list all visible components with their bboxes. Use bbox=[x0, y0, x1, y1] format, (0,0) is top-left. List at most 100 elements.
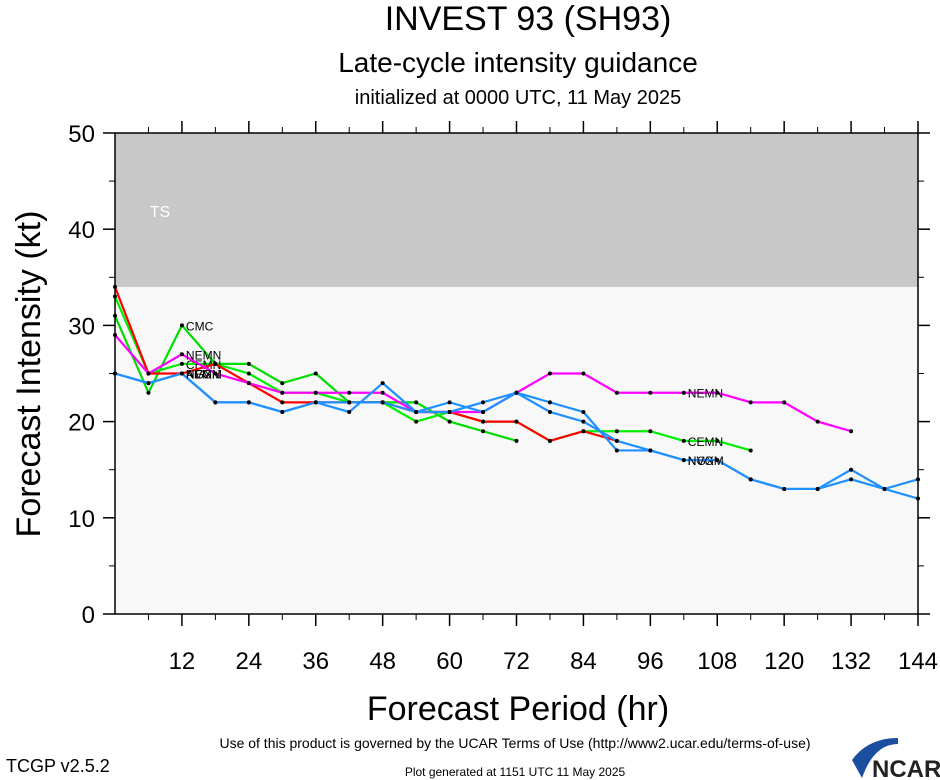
data-point bbox=[514, 390, 519, 395]
data-point bbox=[246, 400, 251, 405]
y-tick-label: 50 bbox=[68, 121, 95, 148]
data-point bbox=[213, 371, 218, 376]
generated-time: Plot generated at 1151 UTC 11 May 2025 bbox=[405, 765, 626, 779]
chart-init-time: initialized at 0000 UTC, 11 May 2025 bbox=[355, 87, 681, 109]
data-point bbox=[782, 400, 787, 405]
data-point bbox=[547, 400, 552, 405]
x-tick-label: 48 bbox=[369, 648, 396, 675]
data-point bbox=[347, 390, 352, 395]
x-tick-label: 72 bbox=[503, 648, 530, 675]
data-point bbox=[815, 419, 820, 424]
x-tick-label: 12 bbox=[169, 648, 196, 675]
data-point bbox=[481, 409, 486, 414]
data-point bbox=[581, 409, 586, 414]
data-point bbox=[648, 390, 653, 395]
data-point bbox=[280, 390, 285, 395]
data-point bbox=[681, 438, 686, 443]
data-point bbox=[514, 419, 519, 424]
y-tick-label: 20 bbox=[68, 410, 95, 437]
data-point bbox=[782, 486, 787, 491]
data-point bbox=[581, 419, 586, 424]
data-point bbox=[246, 371, 251, 376]
data-point bbox=[347, 409, 352, 414]
series-label: NVGM bbox=[186, 368, 222, 382]
data-point bbox=[681, 390, 686, 395]
x-tick-label: 60 bbox=[436, 648, 463, 675]
data-point bbox=[748, 448, 753, 453]
y-tick-label: 0 bbox=[82, 602, 95, 629]
x-tick-label: 24 bbox=[235, 648, 262, 675]
series-label: CMC bbox=[186, 319, 214, 333]
data-point bbox=[347, 400, 352, 405]
data-point bbox=[380, 381, 385, 386]
data-point bbox=[614, 390, 619, 395]
x-tick-label: 120 bbox=[764, 648, 804, 675]
series-line-cemn bbox=[113, 296, 752, 452]
chart-subtitle: Late-cycle intensity guidance bbox=[338, 47, 698, 78]
data-point bbox=[849, 477, 854, 482]
data-point bbox=[313, 400, 318, 405]
data-point bbox=[715, 438, 720, 443]
data-point bbox=[447, 409, 452, 414]
data-point bbox=[815, 486, 820, 491]
data-point bbox=[246, 361, 251, 366]
data-point bbox=[614, 438, 619, 443]
data-point bbox=[179, 371, 184, 376]
x-tick-label: 36 bbox=[302, 648, 329, 675]
data-point bbox=[882, 486, 887, 491]
series-label: NEMN bbox=[186, 348, 221, 362]
data-point bbox=[414, 409, 419, 414]
data-point bbox=[547, 438, 552, 443]
data-point bbox=[179, 323, 184, 328]
series-label: NGX bbox=[186, 368, 212, 382]
data-point bbox=[681, 458, 686, 463]
data-point bbox=[481, 400, 486, 405]
y-tick-label: 30 bbox=[68, 313, 95, 340]
data-point bbox=[213, 400, 218, 405]
data-point bbox=[447, 400, 452, 405]
y-axis-label: Forecast Intensity (kt) bbox=[10, 211, 48, 538]
data-point bbox=[447, 419, 452, 424]
chart-title: INVEST 93 (SH93) bbox=[385, 0, 672, 38]
x-tick-label: 96 bbox=[637, 648, 664, 675]
x-tick-label: 132 bbox=[831, 648, 871, 675]
data-point bbox=[146, 381, 151, 386]
data-point bbox=[414, 400, 419, 405]
data-point bbox=[614, 429, 619, 434]
data-point bbox=[481, 419, 486, 424]
ncar-logo-swoosh-icon bbox=[852, 738, 898, 778]
y-tick-label: 10 bbox=[68, 506, 95, 533]
data-point bbox=[146, 390, 151, 395]
data-point bbox=[280, 400, 285, 405]
data-point bbox=[648, 448, 653, 453]
data-point bbox=[313, 371, 318, 376]
series-label: CEMN bbox=[688, 435, 723, 449]
data-point bbox=[481, 429, 486, 434]
data-point bbox=[280, 409, 285, 414]
series-label: NVGM bbox=[688, 454, 724, 468]
data-point bbox=[414, 419, 419, 424]
ncar-logo: NCAR bbox=[852, 738, 940, 780]
data-point bbox=[179, 352, 184, 357]
x-axis-label: Forecast Period (hr) bbox=[367, 690, 669, 728]
data-point bbox=[715, 458, 720, 463]
data-point bbox=[581, 371, 586, 376]
data-point bbox=[715, 390, 720, 395]
data-point bbox=[648, 429, 653, 434]
data-point bbox=[246, 381, 251, 386]
data-point bbox=[146, 371, 151, 376]
band-ts bbox=[115, 133, 918, 287]
data-point bbox=[179, 361, 184, 366]
data-point bbox=[614, 448, 619, 453]
data-point bbox=[547, 371, 552, 376]
x-tick-label: 84 bbox=[570, 648, 597, 675]
data-point bbox=[748, 400, 753, 405]
terms-of-use-text: Use of this product is governed by the U… bbox=[219, 735, 810, 751]
version-label: TCGP v2.5.2 bbox=[6, 756, 110, 776]
data-point bbox=[313, 390, 318, 395]
data-point bbox=[748, 477, 753, 482]
x-tick-label: 108 bbox=[697, 648, 737, 675]
y-tick-label: 40 bbox=[68, 217, 95, 244]
